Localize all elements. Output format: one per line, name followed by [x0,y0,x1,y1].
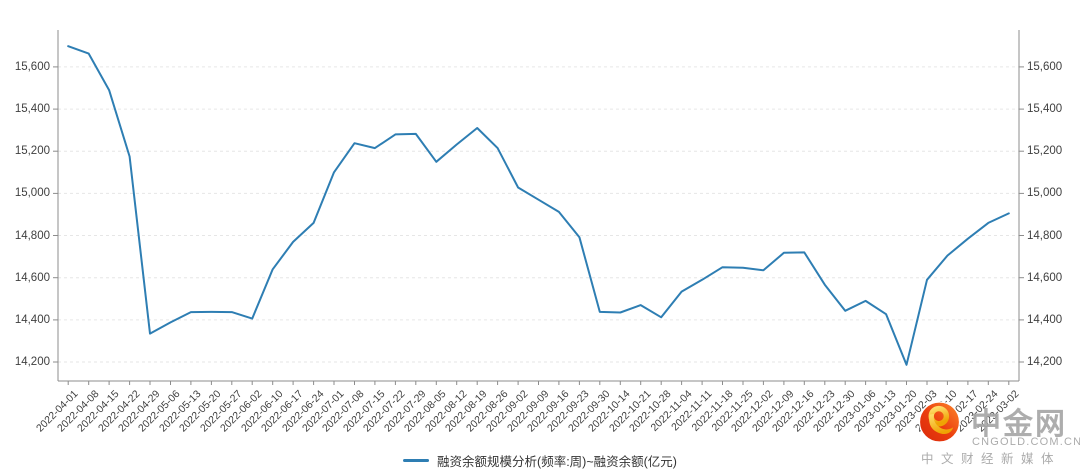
legend-line-swatch [403,459,430,462]
y-axis-tick-label: 14,800 [1027,229,1063,242]
y-axis-tick-label: 14,200 [1027,356,1063,369]
y-axis-tick-label: 14,800 [14,229,50,242]
legend-item[interactable]: 融资余额规模分析(频率:周)~融资余额(亿元) [403,451,677,470]
y-axis-tick-label: 15,200 [14,145,50,158]
y-axis-tick-label: 15,000 [1027,187,1063,200]
y-axis-tick-label: 14,200 [14,356,50,369]
y-axis-tick-label: 15,000 [14,187,50,200]
y-axis-tick-label: 15,400 [1027,103,1063,116]
legend-label: 融资余额规模分析(频率:周)~融资余额(亿元) [437,455,677,469]
y-axis-tick-label: 14,600 [14,271,50,284]
y-axis-tick-label: 15,200 [1027,145,1063,158]
y-axis-tick-label: 14,400 [1027,313,1063,326]
y-axis-tick-label: 15,400 [14,103,50,116]
y-axis-tick-label: 14,400 [14,313,50,326]
y-axis-tick-label: 15,600 [1027,60,1063,73]
y-axis-tick-label: 14,600 [1027,271,1063,284]
y-axis-tick-label: 15,600 [14,60,50,73]
